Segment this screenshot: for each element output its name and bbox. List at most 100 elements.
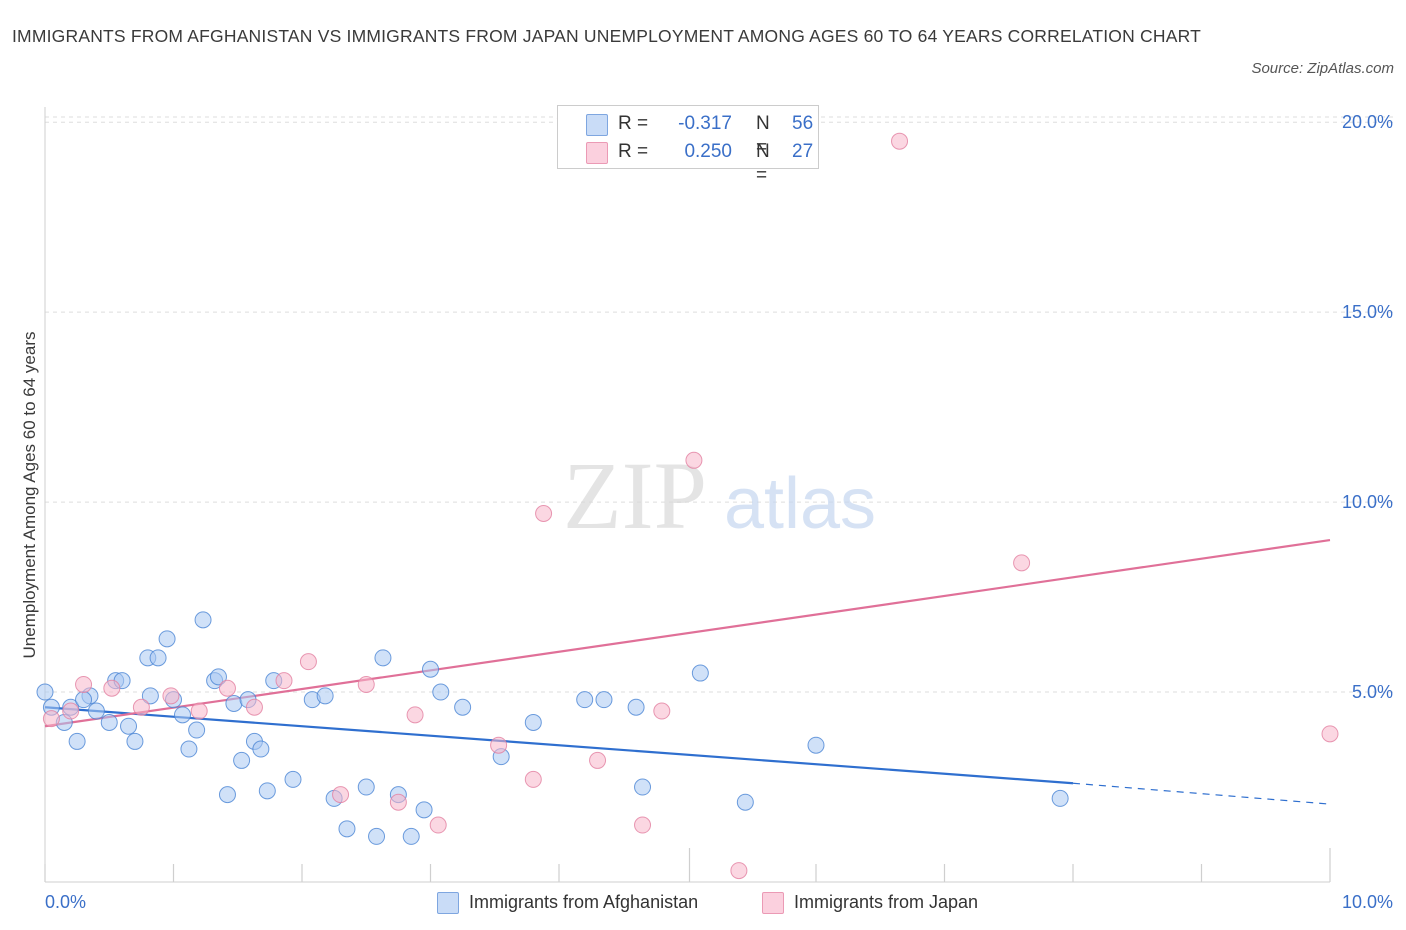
legend-n-value: 27 xyxy=(792,141,814,162)
trend-lines xyxy=(44,538,1331,805)
point-afghanistan xyxy=(374,649,392,667)
point-afghanistan xyxy=(126,732,144,750)
point-afghanistan xyxy=(258,782,276,800)
source-label: Source: ZipAtlas.com xyxy=(1251,60,1394,77)
point-afghanistan xyxy=(576,691,594,709)
chart-title: IMMIGRANTS FROM AFGHANISTAN VS IMMIGRANT… xyxy=(12,26,1201,46)
bottom-legend-label-afghanistan: Immigrants from Afghanistan xyxy=(469,892,699,912)
point-afghanistan xyxy=(120,717,138,735)
point-japan xyxy=(275,672,293,690)
point-japan xyxy=(685,451,703,469)
point-japan xyxy=(190,702,208,720)
watermark-zip: ZIP xyxy=(563,442,707,549)
legend-n-value: 56 xyxy=(792,113,814,134)
trend-line-japan xyxy=(44,538,1331,728)
point-japan xyxy=(589,751,607,769)
x-tick-label-min: 0.0% xyxy=(45,892,86,912)
y-tick-label: 15.0% xyxy=(1342,302,1393,322)
point-japan xyxy=(634,816,652,834)
point-japan xyxy=(406,706,424,724)
point-japan xyxy=(218,679,236,697)
point-japan xyxy=(332,786,350,804)
point-japan xyxy=(1013,554,1031,572)
bottom-legend-label-japan: Immigrants from Japan xyxy=(794,892,979,912)
point-afghanistan xyxy=(209,668,227,686)
point-afghanistan xyxy=(402,827,420,845)
bottom-legend-swatch-japan xyxy=(762,892,784,914)
legend-r-value: 0.250 xyxy=(684,141,732,162)
stats-legend: R = -0.317 N = 56 R = 0.250 N = 27 xyxy=(557,105,819,186)
legend-r-label: R = xyxy=(618,141,649,162)
point-afghanistan xyxy=(627,698,645,716)
point-afghanistan xyxy=(736,793,754,811)
point-afghanistan xyxy=(432,683,450,701)
point-japan xyxy=(1321,725,1339,743)
legend-swatch-afghanistan xyxy=(586,114,608,136)
point-afghanistan xyxy=(422,660,439,678)
point-afghanistan xyxy=(316,687,334,705)
point-afghanistan xyxy=(634,778,652,796)
point-afghanistan xyxy=(68,732,86,750)
point-afghanistan xyxy=(252,740,270,758)
point-afghanistan xyxy=(595,691,613,709)
point-japan xyxy=(429,816,447,834)
trend-line-afghanistan xyxy=(44,706,1074,785)
point-afghanistan xyxy=(36,683,54,701)
tick-labels: 5.0% 10.0% 15.0% 20.0% 0.0% 10.0% xyxy=(45,112,1393,912)
point-afghanistan xyxy=(415,801,433,819)
point-japan xyxy=(245,698,263,716)
legend-r-label: R = xyxy=(618,113,649,134)
point-afghanistan xyxy=(173,706,191,724)
point-japan xyxy=(42,710,60,728)
point-afghanistan xyxy=(100,713,118,731)
point-afghanistan xyxy=(180,740,198,758)
legend-r-value: -0.317 xyxy=(678,113,732,134)
point-japan xyxy=(75,675,93,693)
y-tick-label: 10.0% xyxy=(1342,492,1393,512)
data-points xyxy=(36,109,1339,880)
trend-line-afghanistan-extension xyxy=(1072,782,1331,805)
point-japan xyxy=(730,862,748,880)
point-japan xyxy=(132,698,150,716)
point-afghanistan xyxy=(141,687,159,705)
point-afghanistan xyxy=(87,702,105,720)
point-japan xyxy=(62,702,80,720)
y-tick-label: 20.0% xyxy=(1342,112,1393,132)
point-afghanistan xyxy=(807,736,825,754)
point-afghanistan xyxy=(524,713,542,731)
point-afghanistan xyxy=(194,611,212,629)
watermark-atlas: atlas xyxy=(724,464,876,544)
point-afghanistan xyxy=(368,827,386,845)
point-afghanistan xyxy=(158,630,176,648)
point-afghanistan xyxy=(338,820,356,838)
bottom-legend-swatch-afghanistan xyxy=(437,892,459,914)
point-afghanistan xyxy=(284,770,302,788)
point-japan xyxy=(162,687,180,705)
point-afghanistan xyxy=(1051,789,1069,807)
point-afghanistan xyxy=(454,698,472,716)
point-japan xyxy=(490,736,508,754)
x-tick-label-max: 10.0% xyxy=(1342,892,1393,912)
point-japan xyxy=(535,504,553,522)
legend-n-label: N = xyxy=(756,141,770,186)
point-afghanistan xyxy=(149,649,167,667)
point-afghanistan xyxy=(357,778,375,796)
legend-n-label: N = xyxy=(756,113,770,158)
legend-swatch-japan xyxy=(586,142,608,164)
y-axis-label: Unemployment Among Ages 60 to 64 years xyxy=(20,331,39,659)
y-tick-label: 5.0% xyxy=(1352,682,1393,702)
point-japan xyxy=(103,679,121,697)
point-afghanistan xyxy=(188,721,206,739)
grid xyxy=(45,116,1395,693)
point-japan xyxy=(357,675,375,693)
point-japan xyxy=(653,702,671,720)
point-afghanistan xyxy=(691,664,709,682)
point-afghanistan xyxy=(225,694,243,712)
point-japan xyxy=(524,770,542,788)
point-japan xyxy=(389,793,407,811)
point-afghanistan xyxy=(233,751,251,769)
point-afghanistan xyxy=(75,691,93,709)
point-japan xyxy=(891,132,909,150)
point-afghanistan xyxy=(218,786,236,804)
